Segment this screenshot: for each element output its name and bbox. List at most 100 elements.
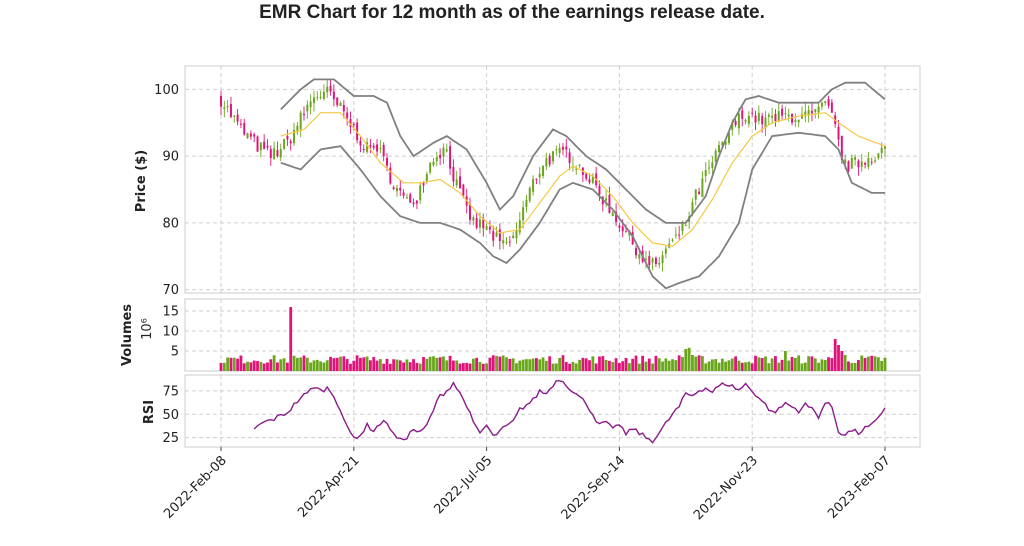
candle-body	[598, 185, 601, 195]
candle-body	[658, 262, 661, 265]
volume-bar	[611, 361, 615, 371]
candle-body	[648, 256, 651, 265]
moving-average-line	[280, 112, 886, 247]
volume-bar	[637, 363, 641, 371]
candle-body	[767, 114, 770, 117]
volume-bar	[797, 355, 801, 371]
candle-body	[625, 231, 628, 233]
volume-bar	[534, 358, 538, 371]
volume-bar	[505, 357, 508, 371]
candle-body	[259, 142, 262, 151]
candle-body	[386, 157, 388, 166]
volume-bar	[578, 359, 581, 371]
volume-bar	[710, 359, 714, 371]
volume-tick-label: 10	[162, 325, 179, 340]
volume-bar	[581, 357, 585, 371]
volume-bar	[518, 360, 522, 371]
candle-body	[771, 115, 774, 118]
candle-body	[528, 187, 531, 201]
volume-bar	[787, 360, 791, 371]
volume-bar	[598, 356, 601, 371]
candle-body	[286, 136, 289, 140]
candle-body	[615, 211, 618, 223]
volume-bar	[451, 360, 455, 371]
x-tick-label: 2023-Feb-07	[825, 453, 894, 522]
volume-bar	[471, 358, 475, 371]
candle-body	[429, 162, 432, 173]
volume-bar	[372, 357, 376, 371]
candle-body	[233, 115, 236, 117]
volume-bar	[820, 359, 824, 371]
volume-bar	[445, 360, 449, 371]
candle-body	[691, 202, 694, 215]
volume-bar	[508, 358, 512, 371]
candle-body	[488, 226, 491, 230]
candle-body	[382, 144, 385, 157]
candle-body	[236, 114, 239, 122]
volume-bar	[714, 359, 718, 371]
volume-bar	[282, 358, 286, 371]
candle-body	[814, 109, 817, 112]
volume-bar	[641, 355, 645, 371]
volume-bar	[608, 360, 611, 371]
candle-body	[864, 162, 867, 165]
volume-bar	[292, 355, 296, 371]
volume-bar	[272, 355, 276, 371]
volume-bar	[744, 362, 747, 371]
candle-body	[502, 240, 505, 244]
candle-body	[459, 176, 462, 189]
candle-body	[801, 114, 803, 119]
chart-title: EMR Chart for 12 month as of the earning…	[259, 2, 765, 23]
candle-body	[342, 104, 345, 112]
candle-body	[439, 154, 442, 159]
candle-body	[395, 187, 398, 192]
candle-body	[724, 140, 727, 145]
candle-body	[727, 132, 730, 144]
rsi-axis-label: RSI	[142, 400, 157, 424]
candle-body	[820, 102, 823, 107]
candle-body	[472, 217, 475, 221]
volume-bar	[657, 358, 661, 371]
volume-bar	[594, 363, 598, 371]
volume-bar	[551, 363, 555, 371]
candle-body	[243, 123, 246, 135]
volume-bar	[495, 355, 498, 371]
volume-bar	[455, 360, 459, 371]
volume-bar	[817, 362, 821, 371]
volume-bar	[398, 360, 402, 371]
volume-bar	[624, 357, 628, 371]
candle-body	[283, 139, 286, 149]
candle-body	[419, 185, 422, 201]
candle-body	[737, 113, 740, 129]
candle-body	[515, 229, 518, 239]
candle-body	[389, 167, 392, 184]
candle-body	[548, 156, 551, 165]
volume-bar	[803, 362, 807, 371]
candle-body	[326, 86, 329, 93]
price-panel: 70 80 90 100	[154, 65, 921, 298]
volume-bar	[777, 362, 781, 371]
candle-body	[485, 226, 488, 230]
candle-body	[369, 145, 372, 147]
volume-bar	[491, 355, 495, 371]
volume-bar	[342, 356, 346, 371]
candle-body	[329, 85, 332, 92]
volume-bar	[232, 357, 236, 371]
volume-bar	[256, 360, 259, 371]
candle-body	[757, 112, 760, 121]
volume-bar	[289, 307, 293, 371]
volume-bar	[873, 356, 877, 371]
candle-body	[266, 145, 269, 148]
candle-body	[684, 224, 687, 226]
rsi-line	[253, 380, 886, 444]
volume-bar	[621, 361, 625, 371]
volume-bar	[554, 363, 558, 371]
volume-bar	[538, 359, 542, 371]
candle-body	[761, 115, 764, 125]
volume-bar	[644, 361, 648, 371]
candle-body	[432, 161, 435, 166]
candle-body	[651, 258, 654, 263]
volume-bar	[375, 360, 379, 371]
candle-body	[409, 194, 412, 203]
candle-body	[349, 119, 352, 127]
